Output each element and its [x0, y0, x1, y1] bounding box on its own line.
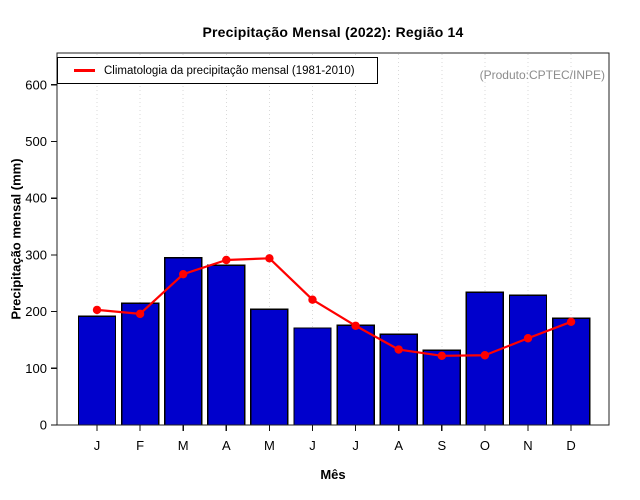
climatology-point [394, 345, 403, 354]
bar [508, 294, 548, 426]
product-annotation: (Produto:CPTEC/INPE) [479, 68, 605, 82]
x-tick-label: J [352, 438, 359, 453]
bar [120, 302, 160, 426]
bar [250, 308, 289, 426]
climatology-point [351, 321, 360, 330]
climatology-point [92, 305, 102, 315]
climatology-point [437, 351, 446, 361]
legend: Climatologia da precipitação mensal (198… [57, 57, 378, 84]
x-tick-label: S [437, 438, 446, 453]
climatology-point [480, 351, 490, 360]
y-tick-label: 200 [25, 304, 47, 319]
climatology-point [523, 334, 533, 343]
x-tick-label: A [394, 438, 403, 453]
bar [293, 327, 332, 426]
y-tick-label: 400 [25, 191, 47, 206]
chart-title: Precipitação Mensal (2022): Região 14 [202, 24, 464, 40]
climatology-point [179, 269, 188, 279]
x-tick-label: O [480, 438, 490, 453]
x-axis-label: Mês [320, 467, 346, 482]
x-tick-label: N [523, 438, 532, 453]
x-tick-label: J [309, 438, 316, 453]
bar [207, 264, 246, 426]
y-tick-label: 600 [25, 77, 47, 92]
climatology-point [566, 317, 576, 327]
bar [551, 317, 591, 426]
y-tick-label: 500 [25, 134, 47, 149]
x-tick-label: M [264, 438, 275, 453]
x-tick-label: J [94, 438, 101, 453]
climatology-point [135, 309, 145, 319]
x-tick-label: F [136, 438, 144, 453]
x-tick-label: A [222, 438, 231, 453]
y-tick-label: 0 [40, 418, 47, 433]
climatology-point [265, 254, 274, 263]
legend-line-swatch-icon [74, 69, 95, 72]
y-axis-label: Precipitação mensal (mm) [8, 158, 24, 320]
bar [422, 349, 461, 426]
plot-frame [56, 52, 610, 426]
climatology-line [95, 257, 573, 357]
legend-label: Climatologia da precipitação mensal (198… [104, 64, 355, 77]
y-tick-label: 300 [25, 247, 47, 262]
climatology-point [308, 295, 317, 304]
x-tick-label: M [178, 438, 189, 453]
climatology-point [222, 255, 231, 265]
bar [163, 257, 203, 426]
y-tick-label: 100 [25, 361, 47, 376]
x-tick-label: D [566, 438, 575, 453]
bar [77, 315, 117, 426]
bar [336, 324, 375, 426]
